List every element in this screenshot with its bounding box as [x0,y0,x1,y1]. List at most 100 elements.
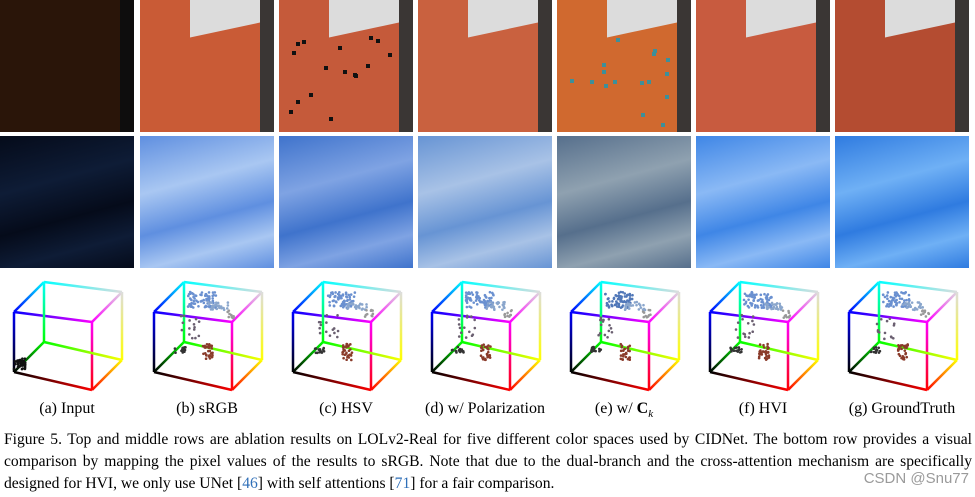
cube-edge [292,341,324,373]
pixel-point [210,355,214,359]
pixel-point [890,299,894,302]
pixel-point [742,298,746,302]
pixel-point [208,357,212,360]
pixel-point [488,296,491,300]
pixel-point [348,295,352,299]
pixel-point [776,308,780,311]
pixel-point [211,297,215,300]
pixel-point [893,293,897,297]
pixel-point [643,308,647,312]
pixel-point [616,297,620,301]
pixel-point [370,314,373,317]
pixel-point [898,294,901,298]
pixel-point [458,350,462,354]
result-image [696,0,830,132]
pixel-point [345,295,349,299]
pixel-point [192,292,195,296]
pixel-point [759,297,762,301]
pixel-point [885,319,889,323]
pixel-point [906,344,910,347]
pixel-point [631,293,634,297]
pixel-point [781,309,785,312]
reference[interactable]: 46 [242,475,258,492]
pixel-point [205,343,209,346]
pixel-point [879,317,883,321]
pixel-point [485,352,489,356]
pixel-point [921,309,925,312]
pixel-point [199,293,202,296]
pixel-point [765,307,769,310]
pixel-point [758,343,762,346]
pixel-point [881,293,885,297]
pixel-point [341,346,345,349]
cube-edge [709,281,741,313]
pixel-point [454,349,458,353]
pixel-point [768,303,772,307]
pixel-point [192,302,195,305]
pixel-point [599,316,603,320]
pixel-point [743,292,747,296]
pixel-point [206,300,210,304]
pixel-point [481,358,485,361]
cube-edge [648,359,680,391]
cube-edge [461,280,541,294]
pixel-point [756,306,760,309]
pixel-point [626,345,630,349]
pixel-point [766,303,769,306]
artifact [640,81,645,86]
pixel-point [16,361,20,364]
pixel-point [473,326,477,330]
result-image [696,136,830,268]
artifact [647,79,652,84]
pixel-point [464,336,468,339]
pixel-point [748,294,752,298]
pixel-point [341,294,345,297]
pixel-point [893,300,897,304]
pixel-point [345,344,348,348]
pixel-point [737,346,741,349]
pixel-point [324,330,328,334]
watermark: CSDN @Snu77 [863,470,969,487]
pixel-point [753,296,756,300]
pixel-point [628,349,631,353]
pixel-point [479,354,483,358]
pixel-point [624,305,627,309]
pixel-point [325,313,329,317]
artifact [292,50,297,55]
pixel-point [192,295,195,299]
cube-edge [709,310,789,324]
wall-edge [816,0,830,132]
pixel-point [319,323,323,327]
pixel-point [195,299,198,302]
pixel-point [328,295,332,299]
label-text: (c) HSV [319,400,373,417]
pixel-point [488,356,492,359]
pixel-point [738,351,742,354]
pixel-point [210,347,214,350]
pixel-point [342,356,345,360]
pixel-point [764,302,767,306]
pixel-point [319,320,322,324]
pixel-point [190,336,194,340]
cube-edge [878,340,958,362]
color-cube [12,280,124,392]
pixel-point [491,302,495,305]
pixel-point [510,309,513,312]
pixel-point [474,299,478,302]
pixel-point [343,299,346,303]
pixel-point [451,348,454,352]
pixel-point [341,344,345,347]
wall-edge [677,0,691,132]
column-label: (f) HVI [693,400,833,418]
pixel-point [924,315,928,318]
pixel-point [620,344,624,348]
pixel-point [341,350,344,354]
pixel-point [349,353,353,357]
pixel-point [642,303,645,307]
pixel-point [349,343,352,346]
artifact [343,69,348,74]
pixel-point [20,362,23,366]
reference[interactable]: 71 [394,475,411,492]
pixel-point [621,304,625,307]
cube-edge [153,341,185,373]
